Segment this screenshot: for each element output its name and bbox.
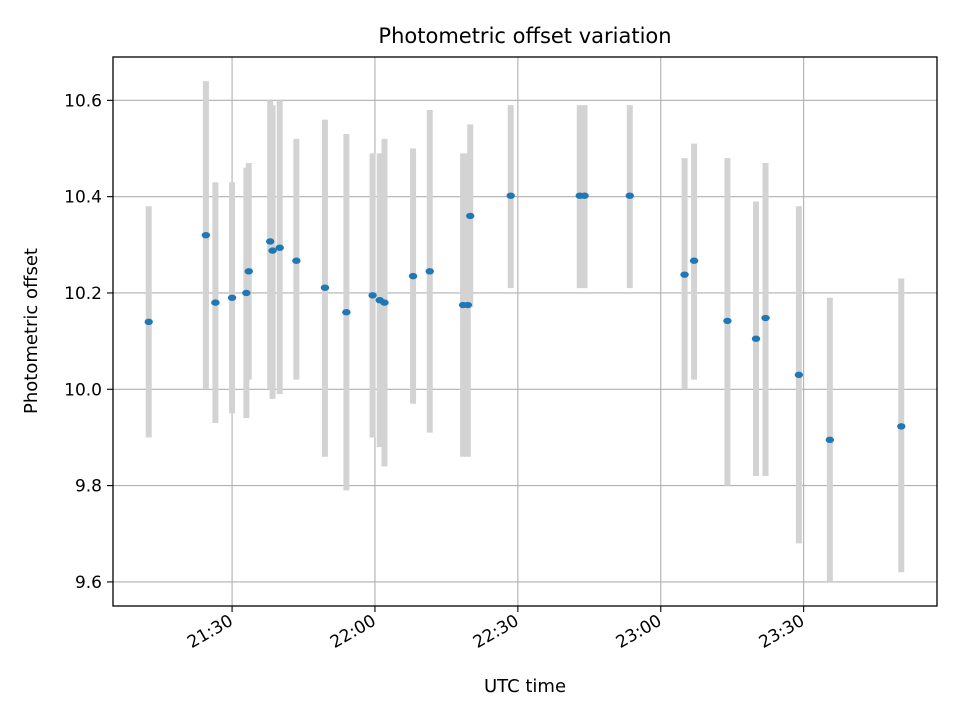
- data-point: [268, 247, 277, 254]
- y-tick-label: 10.0: [64, 380, 102, 400]
- y-axis-ticks: 9.6 9.8 10.0 10.2 10.4 10.6: [64, 91, 113, 593]
- y-tick-label: 10.6: [64, 91, 102, 111]
- chart-title: Photometric offset variation: [378, 24, 671, 48]
- data-point: [425, 268, 434, 275]
- data-point: [227, 294, 237, 301]
- y-tick-label: 10.4: [64, 188, 102, 208]
- data-point: [723, 317, 732, 325]
- data-point: [751, 335, 761, 342]
- plot-frame: [112, 56, 938, 607]
- y-tick-label: 9.6: [75, 573, 102, 593]
- data-point: [794, 371, 804, 379]
- data-point: [463, 301, 473, 309]
- data-point: [680, 271, 689, 278]
- data-point: [320, 284, 330, 291]
- data-point: [825, 436, 835, 444]
- data-point: [342, 309, 351, 316]
- data-point: [144, 318, 153, 326]
- data-point: [466, 212, 475, 220]
- data-point: [211, 299, 220, 306]
- data-point: [897, 423, 906, 430]
- data-point: [408, 272, 418, 280]
- y-tick-label: 10.2: [64, 284, 102, 304]
- y-tick-label: 9.8: [75, 477, 102, 497]
- data-point: [689, 257, 699, 264]
- grid-lines: [113, 57, 937, 606]
- data-point: [506, 192, 515, 199]
- data-point: [292, 257, 301, 264]
- data-point: [580, 192, 589, 199]
- data-point: [625, 192, 634, 199]
- data-point: [380, 299, 389, 306]
- data-point: [244, 268, 253, 275]
- data-points: [144, 192, 906, 444]
- y-axis-label: Photometric offset: [21, 248, 42, 414]
- data-point: [761, 314, 770, 322]
- data-point: [242, 289, 251, 297]
- data-point: [265, 238, 275, 245]
- data-point: [368, 292, 377, 299]
- data-point: [275, 244, 284, 251]
- data-point: [201, 231, 211, 239]
- x-axis-label: UTC time: [484, 676, 566, 697]
